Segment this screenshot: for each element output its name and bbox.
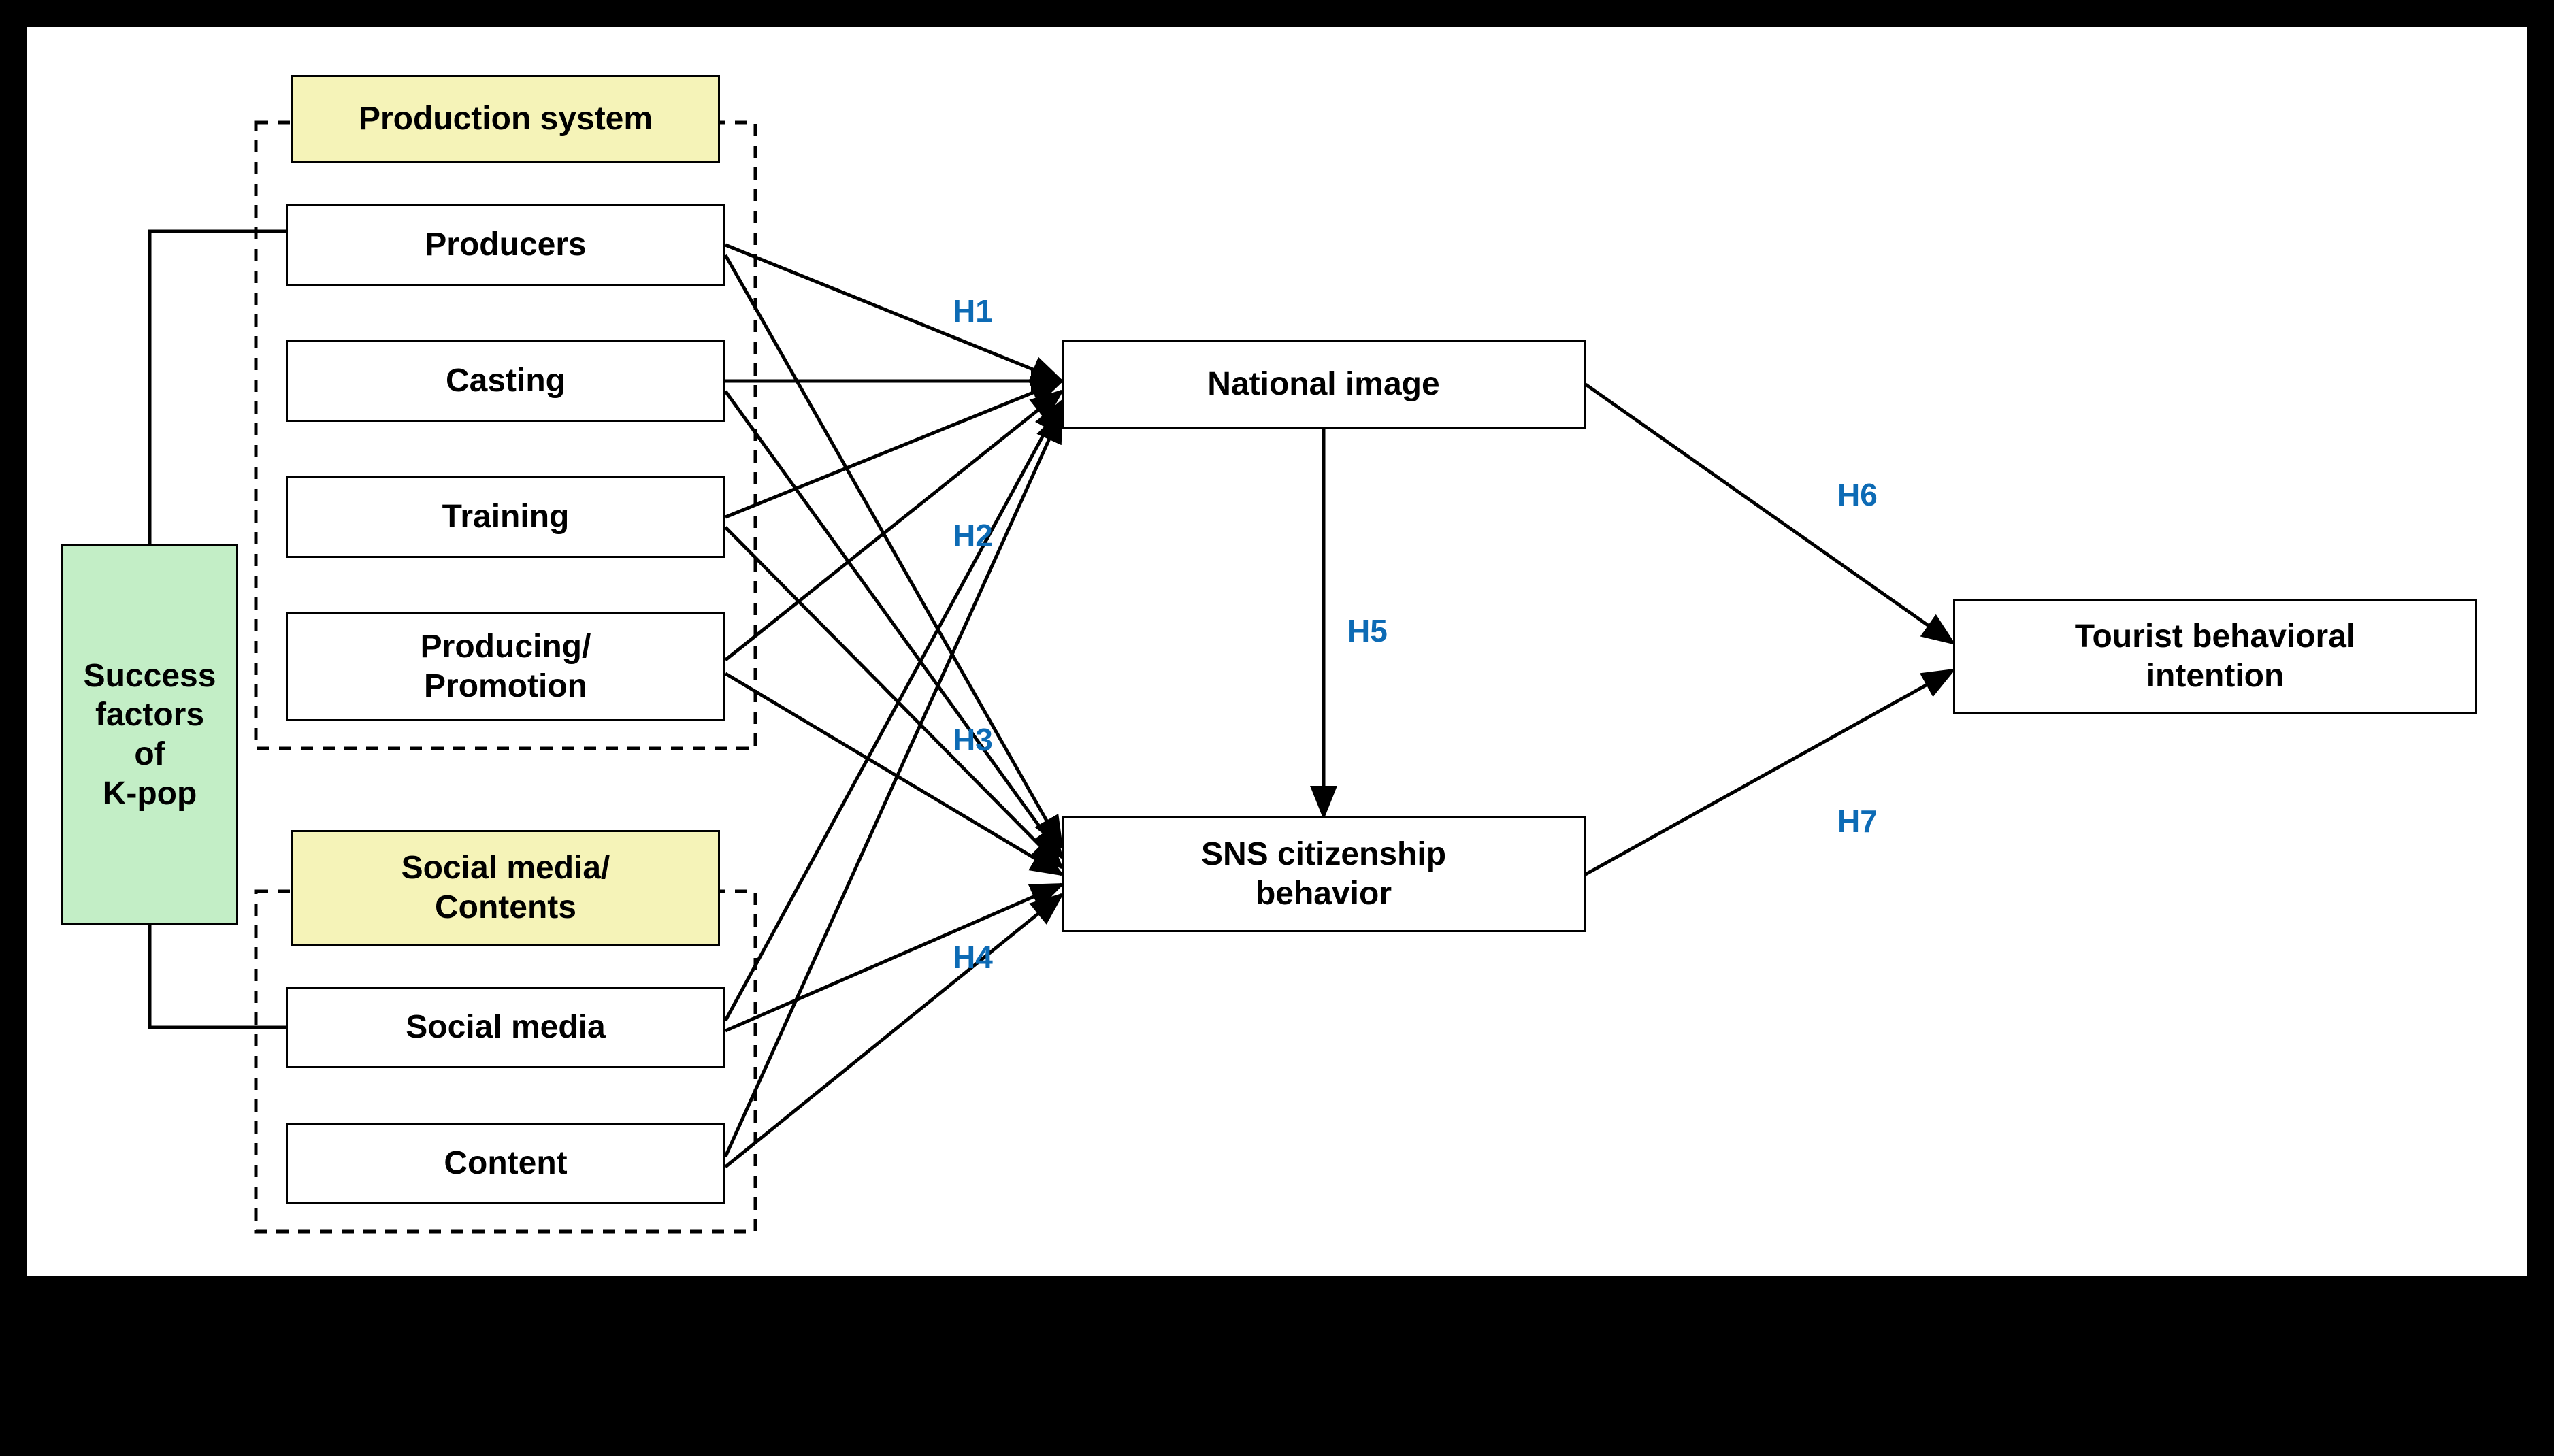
hypothesis-label-h6: H6 <box>1837 476 1878 513</box>
hypothesis-label-h5: H5 <box>1347 612 1388 649</box>
node-label-tourist: Tourist behavioralintention <box>2075 617 2356 695</box>
diagram-canvas: SuccessfactorsofK-pop Production system Pr… <box>0 0 2554 1456</box>
edge-socialmedia-sns <box>725 884 1062 1031</box>
node-label-hdr_social: Social media/Contents <box>402 848 610 927</box>
node-hdr_social: Social media/Contents <box>291 830 720 946</box>
connector-0 <box>150 231 286 544</box>
hypothesis-label-h3: H3 <box>953 721 993 758</box>
node-label-producers: Producers <box>425 225 586 265</box>
node-producers: Producers <box>286 204 725 286</box>
edge-casting-sns <box>725 391 1062 857</box>
node-label-success: SuccessfactorsofK-pop <box>84 657 216 813</box>
node-casting: Casting <box>286 340 725 422</box>
node-label-hdr_production: Production system <box>359 99 653 139</box>
node-success: SuccessfactorsofK-pop <box>61 544 238 925</box>
connector-1 <box>150 925 286 1027</box>
edge-producers-sns <box>725 255 1062 847</box>
hypothesis-label-h1: H1 <box>953 293 993 329</box>
edge-socialmedia-national <box>725 401 1062 1021</box>
node-label-socialmedia: Social media <box>406 1008 605 1047</box>
edge-training-sns <box>725 527 1062 867</box>
edge-producing-sns <box>725 674 1062 874</box>
hypothesis-label-h2: H2 <box>953 517 993 554</box>
edge-national-tourist <box>1586 384 1953 643</box>
node-label-casting: Casting <box>446 361 566 401</box>
node-producing: Producing/Promotion <box>286 612 725 721</box>
node-national: National image <box>1062 340 1586 429</box>
node-label-training: Training <box>442 497 570 537</box>
edge-training-national <box>725 381 1062 517</box>
node-label-producing: Producing/Promotion <box>421 627 591 706</box>
node-sns: SNS citizenshipbehavior <box>1062 816 1586 932</box>
node-socialmedia: Social media <box>286 987 725 1068</box>
node-tourist: Tourist behavioralintention <box>1953 599 2477 714</box>
node-label-content: Content <box>444 1144 567 1183</box>
hypothesis-label-h4: H4 <box>953 939 993 976</box>
node-content: Content <box>286 1123 725 1204</box>
node-label-sns: SNS citizenshipbehavior <box>1201 835 1446 913</box>
node-label-national: National image <box>1207 365 1439 404</box>
node-hdr_production: Production system <box>291 75 720 163</box>
edge-content-sns <box>725 895 1062 1167</box>
edge-producers-national <box>725 245 1062 381</box>
edge-content-national <box>725 412 1062 1157</box>
edge-sns-tourist <box>1586 670 1953 874</box>
node-training: Training <box>286 476 725 558</box>
hypothesis-label-h7: H7 <box>1837 803 1878 840</box>
edge-producing-national <box>725 391 1062 660</box>
